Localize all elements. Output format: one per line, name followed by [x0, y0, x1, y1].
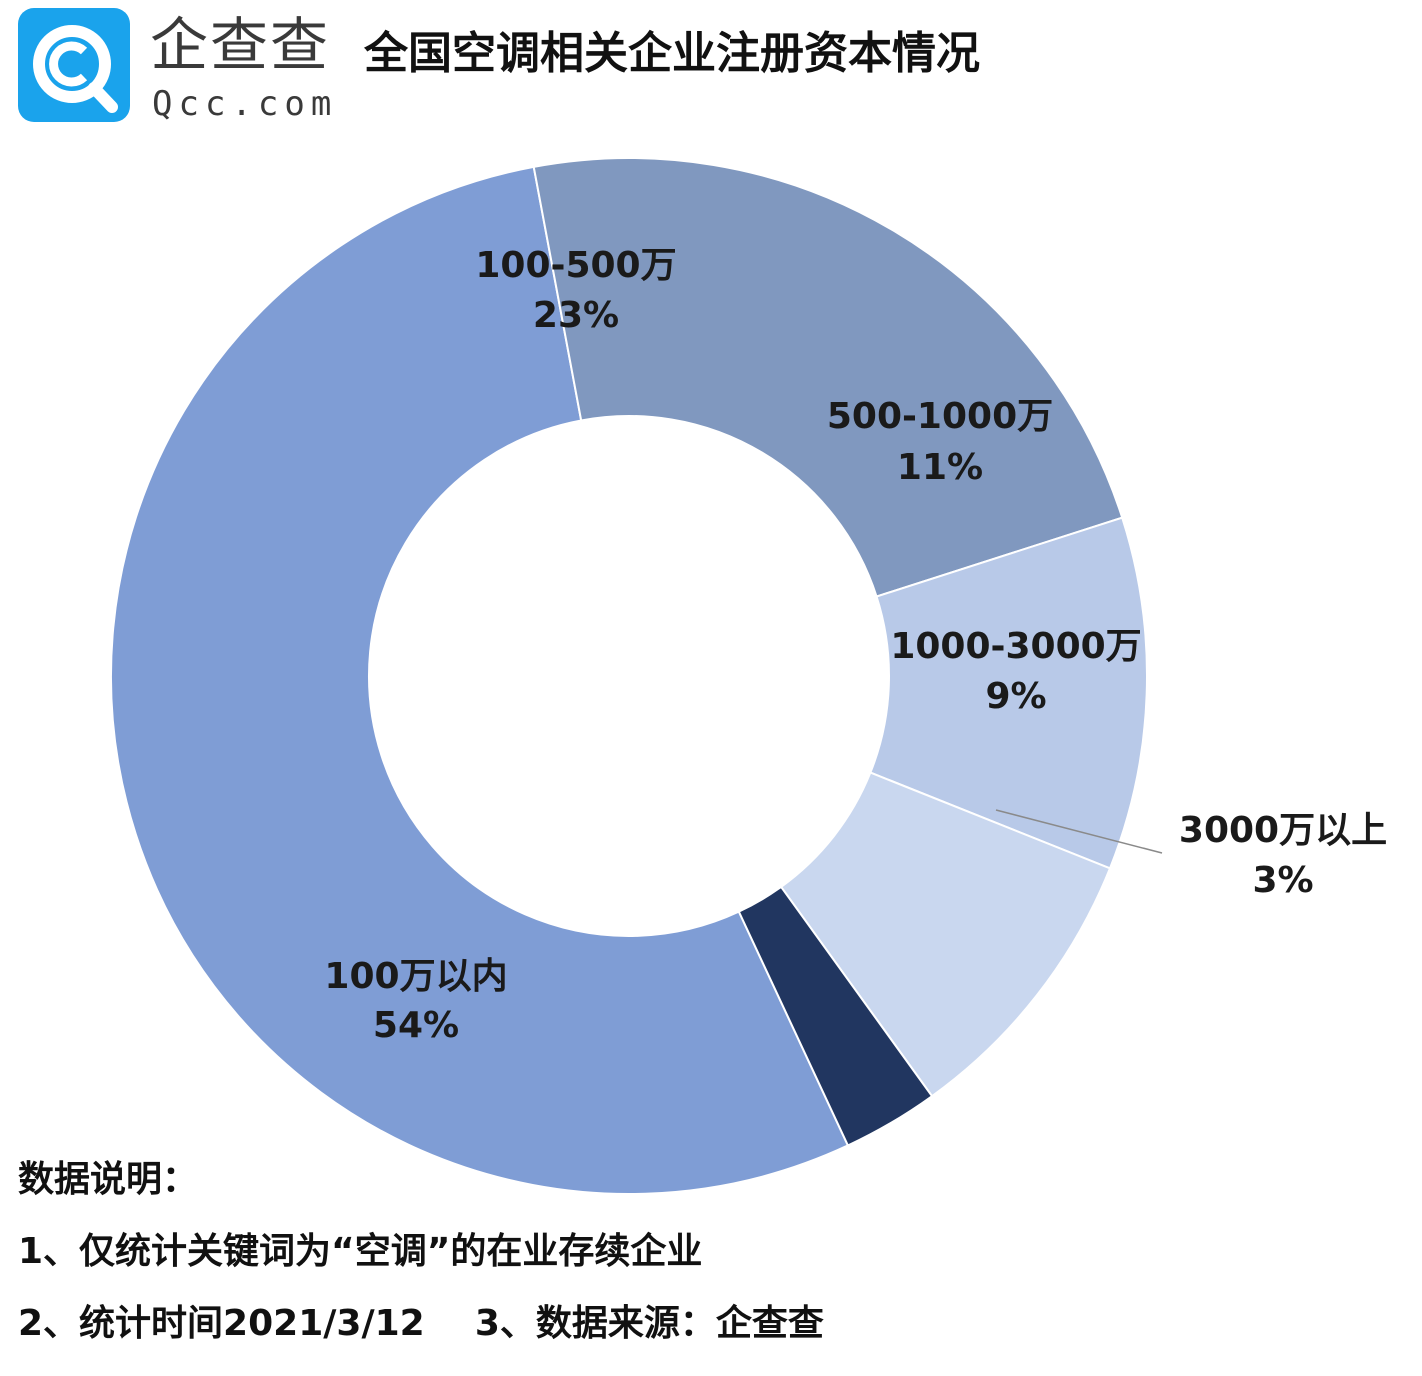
slice-label-100wan-yinei-category: 100万以内 [324, 956, 507, 997]
brand-domain: Qcc.com [152, 84, 338, 124]
slice-3000wan-yishang [737, 885, 934, 1147]
slice-label-100-500-value: 23% [533, 295, 619, 336]
slice-label-100-500-category: 100-500万 [475, 245, 676, 286]
slice-labels: 100万以内 54% 100-500万 23% 500-1000万 11% 10… [324, 245, 1387, 1046]
slice-label-1000-3000-value: 9% [985, 676, 1046, 717]
notes-heading: 数据说明： [18, 1159, 199, 1200]
notes-line-1: 1、仅统计关键词为“空调”的在业存续企业 [18, 1231, 703, 1272]
leader-line-3000wan-yishang [995, 809, 1163, 854]
donut-slices [110, 157, 1148, 1195]
slice-label-3000wan-yishang-value: 3% [1252, 860, 1313, 901]
slice-500-1000 [869, 516, 1148, 870]
slice-label-500-1000-category: 500-1000万 [827, 396, 1053, 437]
slice-100wan-yinei [110, 165, 850, 1195]
slice-100-500 [532, 157, 1124, 598]
slice-1000-3000 [779, 771, 1112, 1098]
brand-name: 企查查 [150, 11, 331, 79]
slice-label-1000-3000-category: 1000-3000万 [890, 626, 1141, 667]
qcc-logo-icon [18, 8, 130, 122]
slice-label-3000wan-yishang-category: 3000万以上 [1179, 810, 1387, 851]
data-notes: 数据说明： 1、仅统计关键词为“空调”的在业存续企业 2、统计时间2021/3/… [18, 1160, 1398, 1376]
chart-title: 全国空调相关企业注册资本情况 [364, 28, 980, 79]
notes-line-2: 2、统计时间2021/3/12 3、数据来源：企查查 [18, 1303, 824, 1344]
header: 企查查 Qcc.com 全国空调相关企业注册资本情况 [18, 8, 1318, 126]
slice-label-500-1000-value: 11% [897, 447, 983, 488]
slice-label-100wan-yinei-value: 54% [373, 1005, 459, 1046]
